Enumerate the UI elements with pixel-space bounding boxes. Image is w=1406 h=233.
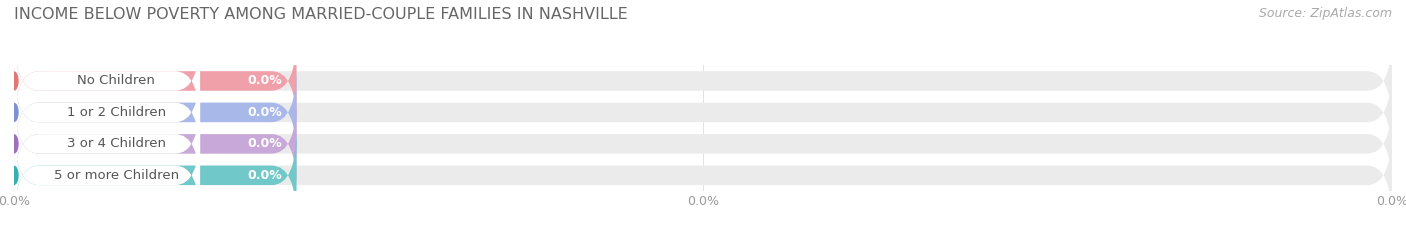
FancyBboxPatch shape bbox=[14, 34, 1392, 128]
FancyBboxPatch shape bbox=[14, 128, 297, 222]
FancyBboxPatch shape bbox=[14, 128, 1392, 222]
FancyBboxPatch shape bbox=[14, 97, 297, 191]
FancyBboxPatch shape bbox=[14, 34, 200, 128]
Text: 0.0%: 0.0% bbox=[247, 169, 283, 182]
Text: 0.0%: 0.0% bbox=[247, 137, 283, 150]
FancyBboxPatch shape bbox=[14, 128, 200, 222]
FancyBboxPatch shape bbox=[14, 65, 200, 159]
Text: 3 or 4 Children: 3 or 4 Children bbox=[67, 137, 166, 150]
Text: INCOME BELOW POVERTY AMONG MARRIED-COUPLE FAMILIES IN NASHVILLE: INCOME BELOW POVERTY AMONG MARRIED-COUPL… bbox=[14, 7, 628, 22]
Text: Source: ZipAtlas.com: Source: ZipAtlas.com bbox=[1258, 7, 1392, 20]
Text: 0.0%: 0.0% bbox=[247, 75, 283, 87]
Text: 5 or more Children: 5 or more Children bbox=[53, 169, 179, 182]
FancyBboxPatch shape bbox=[14, 97, 200, 191]
FancyBboxPatch shape bbox=[14, 34, 297, 128]
FancyBboxPatch shape bbox=[14, 65, 297, 159]
Text: No Children: No Children bbox=[77, 75, 155, 87]
Text: 1 or 2 Children: 1 or 2 Children bbox=[67, 106, 166, 119]
FancyBboxPatch shape bbox=[14, 97, 1392, 191]
Circle shape bbox=[10, 166, 18, 184]
Circle shape bbox=[10, 103, 18, 121]
Circle shape bbox=[10, 135, 18, 153]
Circle shape bbox=[10, 72, 18, 90]
Text: 0.0%: 0.0% bbox=[247, 106, 283, 119]
FancyBboxPatch shape bbox=[14, 65, 1392, 159]
